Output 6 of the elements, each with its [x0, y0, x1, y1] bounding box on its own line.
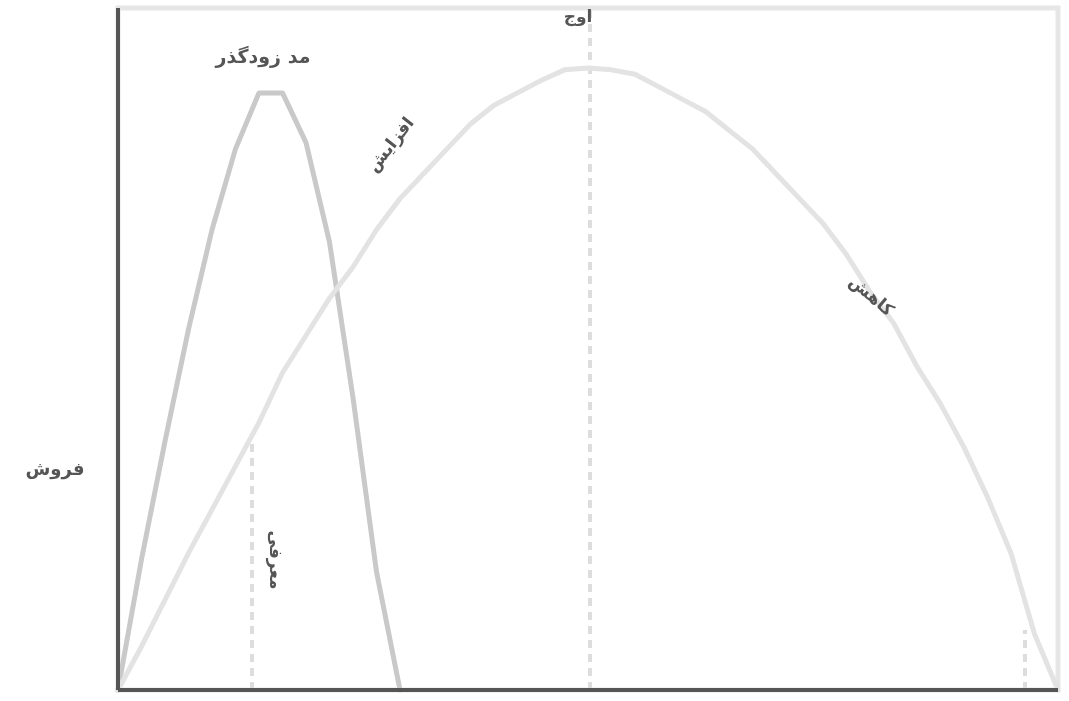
series-label: مد زودگذر	[214, 44, 311, 68]
annotation: کاهش	[845, 271, 899, 320]
annotation: افزایش	[362, 113, 419, 177]
text: اوج	[563, 6, 593, 27]
y-axis-title: فروش	[25, 458, 85, 480]
annotation: معرفی	[265, 530, 286, 590]
